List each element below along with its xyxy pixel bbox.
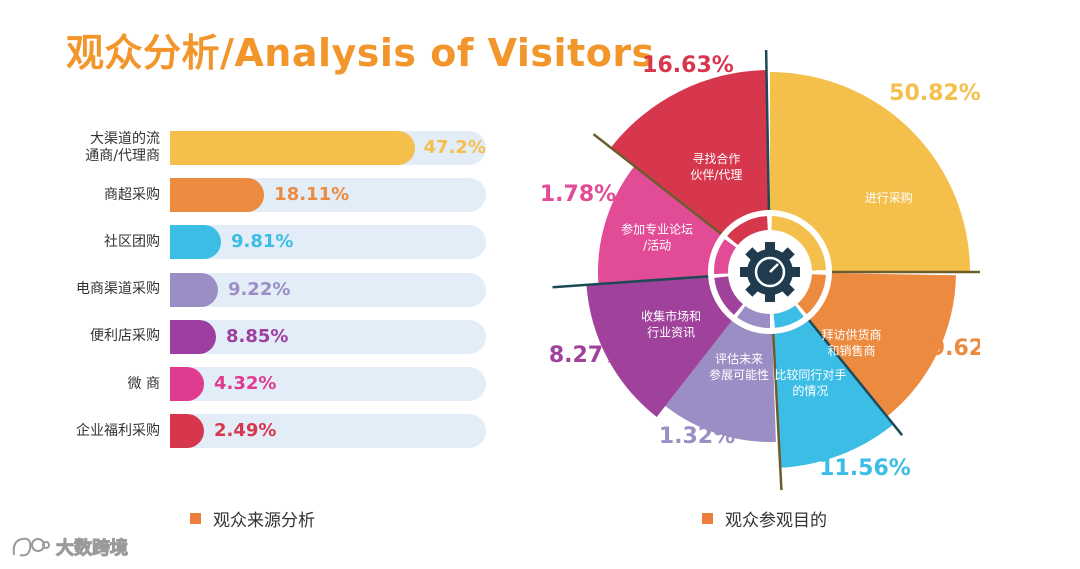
visitor-source-bar-chart: 大渠道的流 通商/代理商 47.2% 商超采购 18.11% 社区团购 9.81% 电商渠道采… bbox=[0, 0, 520, 470]
sector-value-label: 9.62% bbox=[930, 336, 980, 361]
bar bbox=[170, 178, 265, 213]
bar-category-label: 企业福利采购 bbox=[76, 422, 160, 439]
bar-track: 8.85% bbox=[170, 319, 486, 354]
sector-category-label: 比较同行对手的情况 bbox=[774, 367, 846, 398]
inner-ring-segment bbox=[714, 239, 737, 274]
rose-sector bbox=[809, 273, 956, 417]
page-title: 观众分析/Analysis of Visitors bbox=[66, 31, 655, 75]
bar-row: 商超采购 18.11% bbox=[0, 178, 520, 213]
legend-label: 观众参观目的 bbox=[725, 511, 827, 531]
gear-gauge-icon bbox=[740, 242, 800, 302]
bar bbox=[170, 131, 416, 165]
sector-divider bbox=[771, 333, 783, 490]
legend-visitor-purpose: 观众参观目的 bbox=[702, 506, 827, 531]
bar-value-label: 4.32% bbox=[214, 373, 277, 394]
inner-ring-segment bbox=[737, 305, 770, 328]
sector-divider bbox=[552, 275, 709, 289]
inner-ring-segment bbox=[797, 274, 826, 315]
brand-logo-icon bbox=[12, 537, 50, 557]
rose-sector bbox=[586, 276, 732, 417]
rose-sector bbox=[665, 320, 776, 442]
bar bbox=[170, 367, 204, 401]
rose-sector bbox=[773, 320, 894, 468]
sector-value-label: 1.32% bbox=[659, 424, 735, 449]
sector-category-label: 寻找合作伙伴/代理 bbox=[690, 151, 742, 182]
bar-category-label: 便利店采购 bbox=[90, 328, 160, 345]
rose-sector bbox=[610, 70, 769, 234]
sector-value-label: 50.82% bbox=[889, 81, 980, 106]
legend-visitor-source: 观众来源分析 bbox=[190, 506, 315, 531]
bar bbox=[170, 225, 221, 260]
bar-category-label: 社区团购 bbox=[104, 233, 160, 250]
bar-track: 2.49% bbox=[170, 414, 486, 449]
inner-ring-segment bbox=[714, 276, 744, 315]
sector-category-label: 进行采购 bbox=[865, 190, 913, 205]
bar-category-label: 大渠道的流 通商/代理商 bbox=[85, 131, 160, 164]
sector-value-label: 1.78% bbox=[540, 182, 616, 207]
bar-track: 18.11% bbox=[170, 178, 486, 213]
sector-category-label: 参加专业论坛/活动 bbox=[621, 222, 693, 253]
bar-category-label: 微 商 bbox=[127, 375, 160, 392]
bar-value-label: 47.2% bbox=[423, 137, 486, 158]
sector-divider bbox=[592, 133, 722, 235]
sector-category-label: 评估未来参展可能性 bbox=[709, 352, 769, 382]
bar-row: 微 商 4.32% bbox=[0, 367, 520, 401]
bar-track: 9.22% bbox=[170, 272, 486, 307]
bar-track: 47.2% bbox=[170, 131, 486, 165]
sector-value-label: 11.56% bbox=[819, 456, 911, 481]
bar-row: 电商渠道采购 9.22% bbox=[0, 272, 520, 307]
legend-marker bbox=[702, 513, 713, 524]
sector-value-label: 8.27% bbox=[549, 343, 625, 368]
visitor-purpose-rose-chart: 进行采购拜访供货商和销售商比较同行对手的情况评估未来参展可能性收集市场和行业资讯… bbox=[540, 50, 980, 490]
rose-sector bbox=[598, 166, 722, 284]
inner-ring-segment bbox=[773, 305, 804, 328]
bar-category-label: 电商渠道采购 bbox=[76, 281, 160, 298]
bar-value-label: 18.11% bbox=[274, 184, 350, 206]
bar-row: 社区团购 9.81% bbox=[0, 225, 520, 260]
sector-category-label: 拜访供货商和销售商 bbox=[822, 327, 882, 358]
watermark-text: 大数跨境 bbox=[56, 538, 129, 560]
bar-value-label: 9.22% bbox=[227, 278, 291, 300]
inner-ring-segment bbox=[727, 216, 768, 246]
legend-label: 观众来源分析 bbox=[213, 511, 315, 531]
sector-value-label: 16.63% bbox=[642, 53, 734, 78]
bar-category-label: 商超采购 bbox=[104, 186, 160, 203]
bar-row: 便利店采购 8.85% bbox=[0, 319, 520, 354]
bar-value-label: 2.49% bbox=[214, 420, 277, 442]
sector-divider bbox=[764, 50, 771, 211]
bar-row: 企业福利采购 2.49% bbox=[0, 414, 520, 449]
sector-category-label: 收集市场和行业资讯 bbox=[641, 309, 701, 340]
bar-row: 大渠道的流 通商/代理商 47.2% bbox=[0, 131, 520, 165]
bar-value-label: 8.85% bbox=[226, 325, 289, 347]
bar-value-label: 9.81% bbox=[231, 231, 294, 253]
bar bbox=[170, 414, 204, 449]
inner-ring-segment bbox=[771, 216, 826, 271]
watermark: 大数跨境 bbox=[10, 534, 129, 560]
bar-track: 9.81% bbox=[170, 225, 486, 260]
bar bbox=[170, 272, 218, 307]
rose-sector bbox=[770, 72, 970, 272]
bar bbox=[170, 319, 217, 354]
legend-marker bbox=[190, 513, 201, 524]
sector-divider bbox=[808, 319, 904, 436]
bar-track: 4.32% bbox=[170, 367, 486, 401]
